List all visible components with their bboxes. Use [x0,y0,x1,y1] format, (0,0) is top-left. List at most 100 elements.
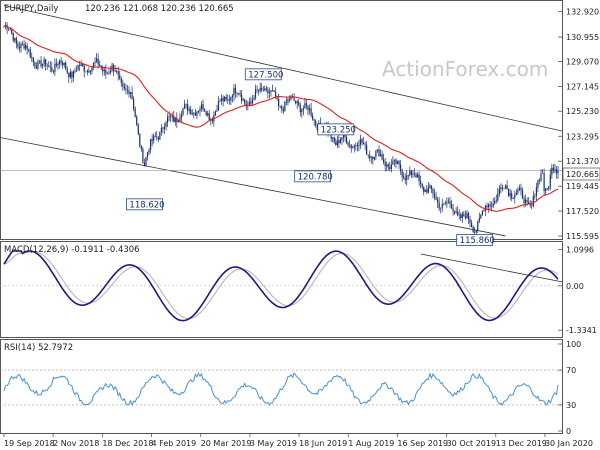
candle-body [52,71,54,72]
candle-body [15,38,17,44]
x-tick-label: 30 Jan 2020 [545,439,593,448]
candle-body [77,65,79,71]
candle-body [387,164,389,168]
candle-body [528,201,530,205]
candle-body [310,108,312,116]
candle-body [444,203,446,205]
candle-body [95,58,98,62]
candle-body [472,226,474,232]
macd-trendline [420,253,563,283]
candle-body [338,140,340,144]
candle-body [239,93,241,95]
candle-body [470,223,473,227]
candle-body [241,94,243,101]
candle-body [452,208,454,212]
candle-body [415,174,417,178]
candle-body [347,142,349,145]
candle-body [69,72,71,78]
candle-body [72,71,75,78]
candle-body [207,113,209,116]
candle-body [418,174,420,182]
candle-body [208,113,210,120]
candle-body [430,185,433,190]
candle-body [92,62,95,67]
candle-body [46,65,48,67]
candle-body [55,63,58,66]
candle-body [284,102,286,112]
candle-body [421,183,423,187]
candle-body [433,193,436,198]
price-tick-label: 127.145 [566,82,599,91]
candle-body [532,196,534,207]
candle-body [447,201,450,203]
candle-body [256,89,258,91]
candle-body [60,60,62,63]
candle-body [521,190,524,199]
candle-body [106,73,108,74]
candle-body [204,109,206,112]
candle-body [82,63,84,66]
candle-body [258,89,260,91]
candle-body [512,198,514,199]
candle-body [168,116,170,118]
candle-body [295,100,297,104]
candle-body [183,104,186,109]
candle-body [336,140,338,146]
rsi-line [3,371,559,407]
candle-body [94,61,96,63]
candle-body [54,63,56,72]
candle-body [409,170,411,176]
candle-body [474,231,476,233]
candle-body [224,97,226,101]
candle-body [557,170,559,174]
candle-body [9,28,11,30]
candle-body [511,193,513,199]
candle-body [531,205,533,207]
candle-body [126,89,129,91]
candle-body [537,180,539,188]
candle-body [316,125,318,130]
candle-body [83,65,85,72]
candle-body [344,133,346,138]
price-ohlc: 120.236 121.068 120.236 120.665 [85,4,234,14]
candle-body [91,66,93,72]
candle-body [228,99,230,101]
candle-body [304,103,306,109]
candle-body [14,38,16,41]
price-tick-label: 117.520 [566,207,599,216]
price-annotation: 115.860 [456,234,495,246]
candle-body [18,46,21,49]
rsi-title: RSI(14) 52.7972 [4,343,73,353]
candle-body [457,211,459,216]
candle-body [518,187,521,191]
candle-body [12,32,14,41]
candle-body [173,116,175,123]
candle-body [554,169,556,171]
candle-body [435,197,437,200]
candle-body [508,189,510,196]
annotation-box [126,198,163,211]
candle-body [523,198,525,204]
candle-body [541,173,544,174]
candle-body [285,102,288,103]
candle-body [440,207,442,209]
candle-body [38,60,41,62]
candle-body [214,111,217,116]
candle-body [193,112,195,114]
macd-tick-label: -1.3341 [566,326,597,335]
candle-body [253,98,255,100]
candle-body [128,90,130,94]
candle-body [529,204,531,206]
candle-body [515,192,517,196]
channel-lower-line [0,137,506,237]
candle-body [177,120,179,123]
candle-body [506,185,508,190]
candle-body [281,106,283,110]
candle-body [390,164,392,169]
candle-body [302,108,304,110]
candle-body [375,150,377,158]
candle-body [8,28,10,30]
candle-body [299,105,301,113]
candle-body [298,101,300,106]
